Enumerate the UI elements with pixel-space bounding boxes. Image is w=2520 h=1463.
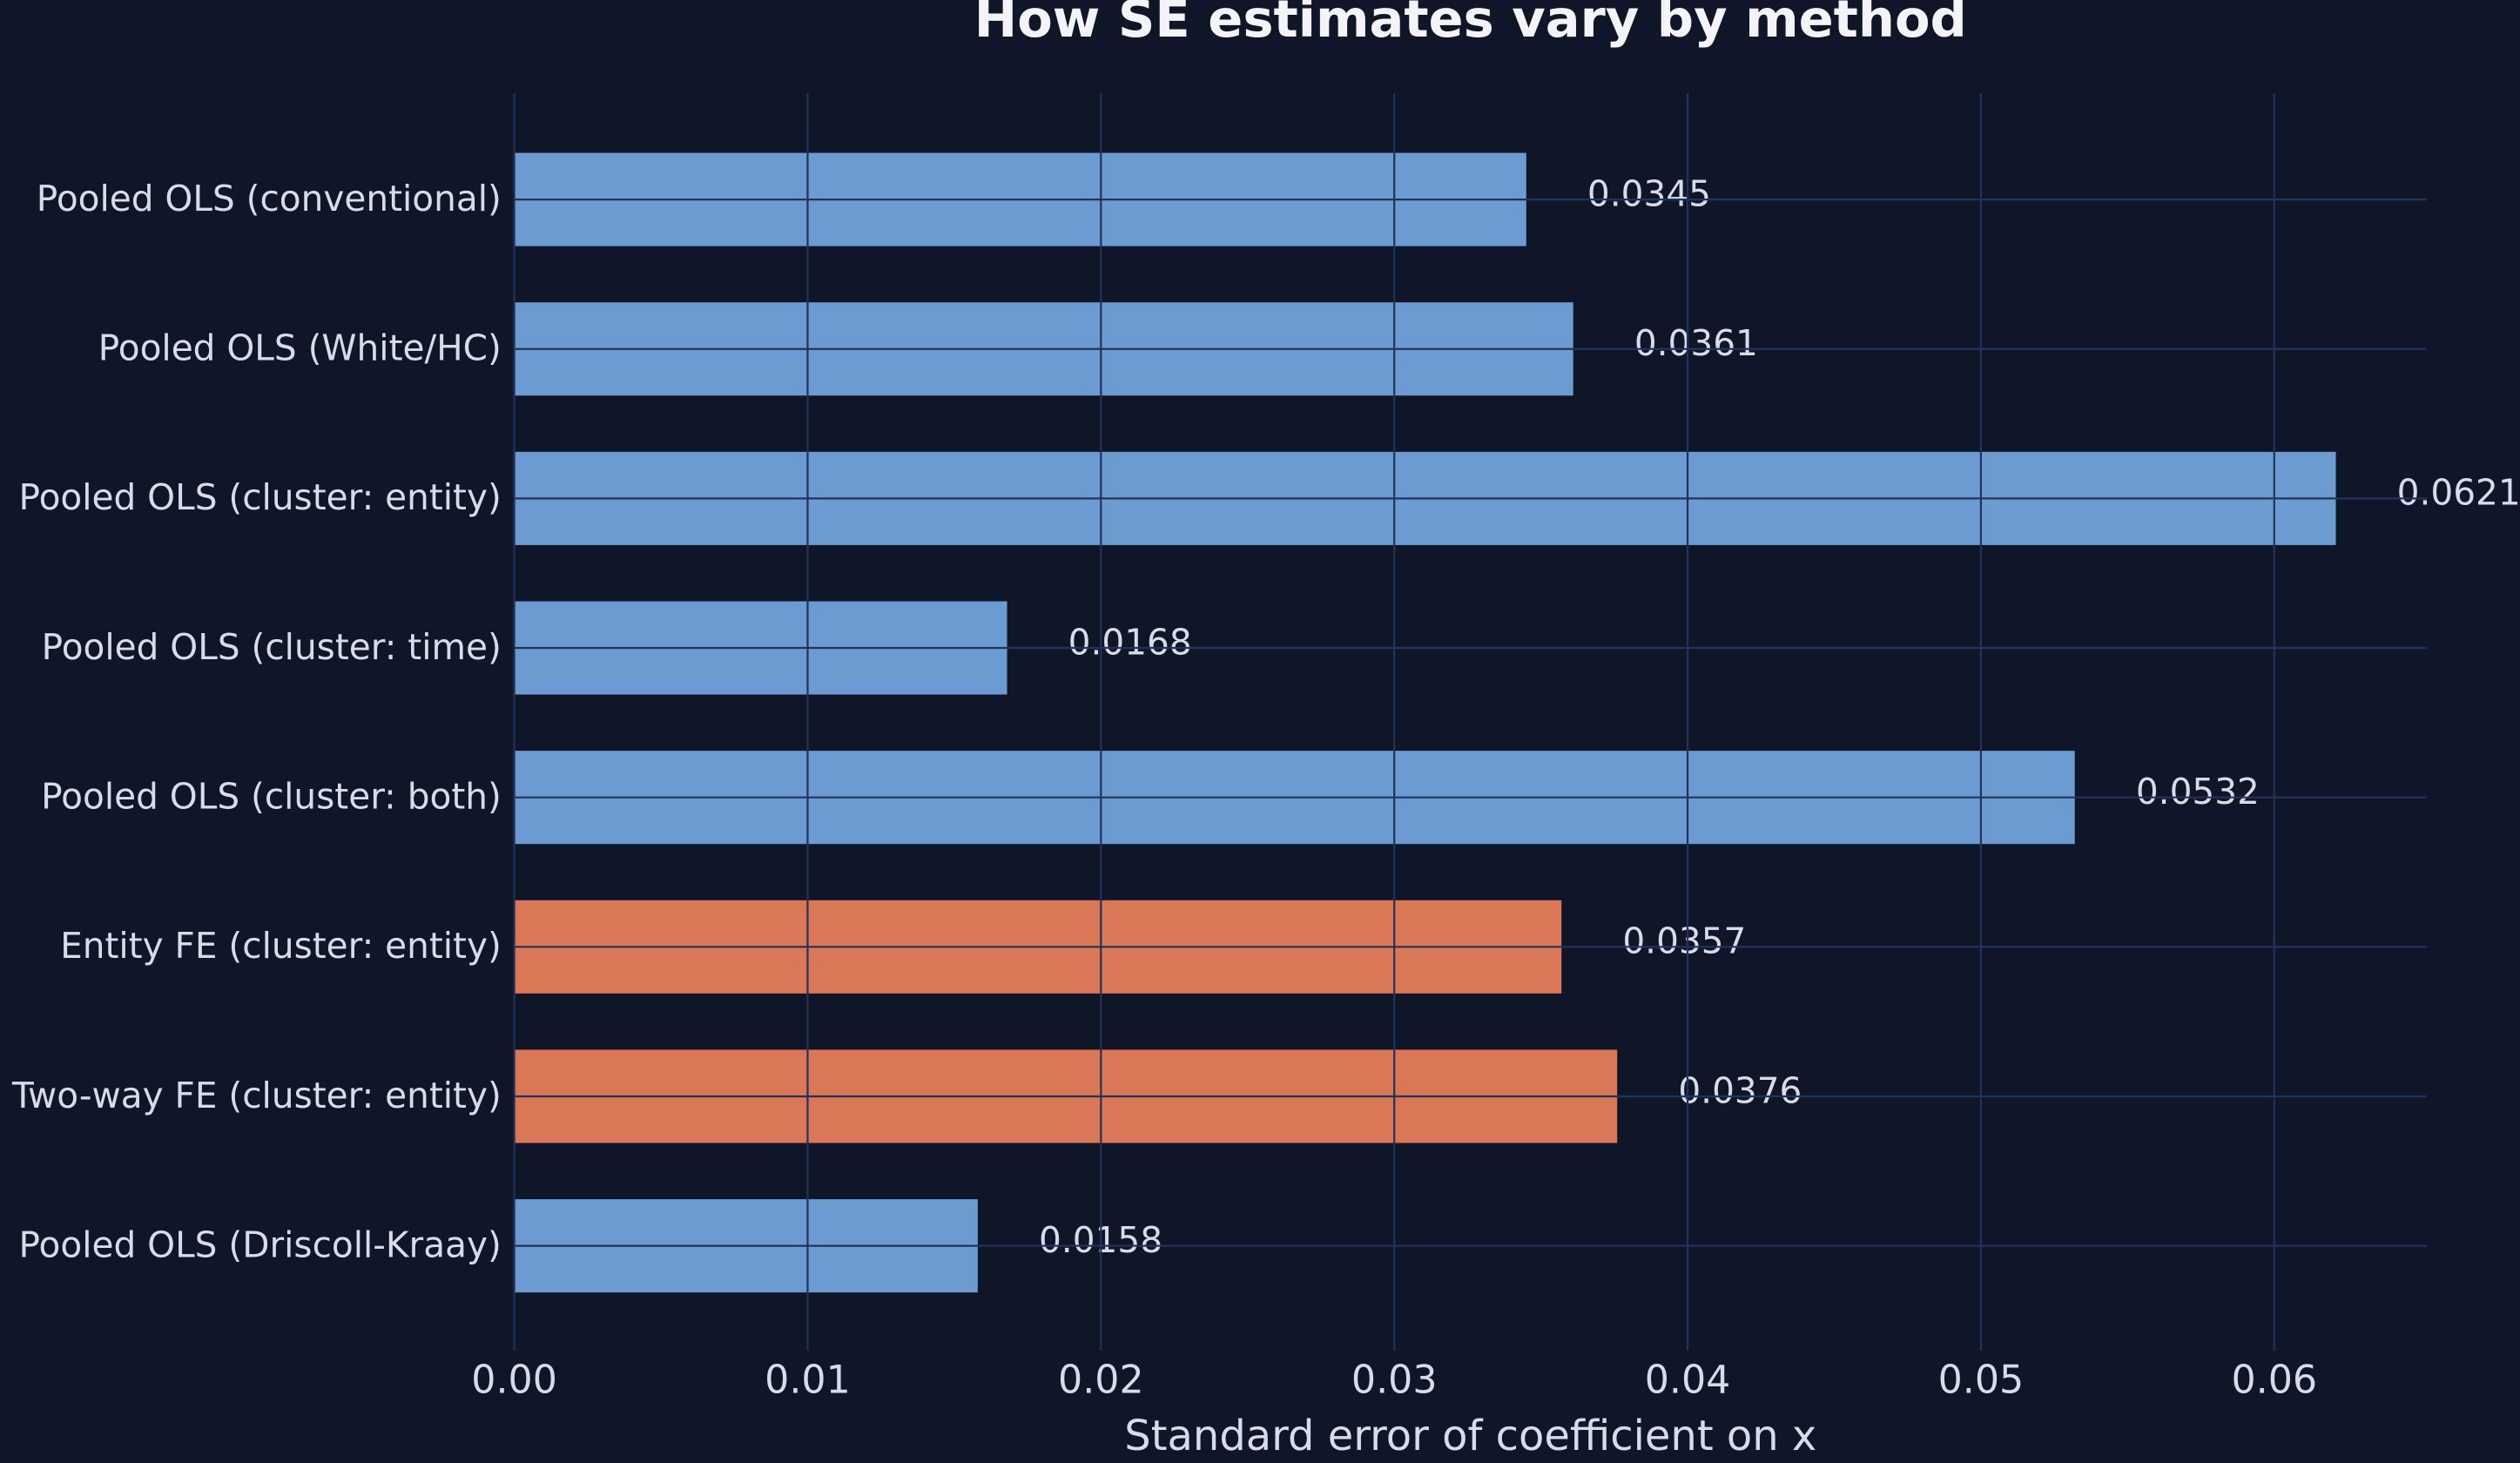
value-label: 0.0345 — [1587, 172, 1711, 214]
value-label: 0.0168 — [1068, 621, 1192, 663]
y-tick-label: Pooled OLS (Driscoll-Kraay) — [18, 1224, 501, 1265]
value-label: 0.0357 — [1622, 920, 1746, 962]
y-tick-label: Pooled OLS (cluster: entity) — [19, 476, 502, 518]
value-label: 0.0361 — [1634, 322, 1758, 364]
x-tick-label: 0.02 — [1058, 1358, 1144, 1402]
y-tick-label: Two-way FE (cluster: entity) — [11, 1075, 502, 1116]
x-tick-label: 0.06 — [2231, 1358, 2317, 1402]
x-tick-label: 0.00 — [471, 1358, 557, 1402]
value-label: 0.0532 — [2136, 771, 2260, 812]
value-label: 0.0376 — [1678, 1069, 1802, 1111]
x-tick-label: 0.05 — [1938, 1358, 2025, 1402]
x-axis-label: Standard error of coefficient on x — [1124, 1412, 1816, 1460]
x-tick-label: 0.03 — [1351, 1358, 1438, 1402]
value-label: 0.0621 — [2397, 472, 2520, 514]
x-tick-label: 0.01 — [765, 1358, 851, 1402]
y-tick-label: Pooled OLS (cluster: time) — [42, 626, 502, 668]
chart-title: How SE estimates vary by method — [974, 0, 1967, 49]
y-tick-label: Entity FE (cluster: entity) — [60, 925, 502, 967]
y-tick-label: Pooled OLS (conventional) — [37, 178, 502, 219]
y-tick-label: Pooled OLS (White/HC) — [98, 327, 502, 369]
x-tick-label: 0.04 — [1645, 1358, 1731, 1402]
y-tick-label: Pooled OLS (cluster: both) — [41, 776, 502, 818]
